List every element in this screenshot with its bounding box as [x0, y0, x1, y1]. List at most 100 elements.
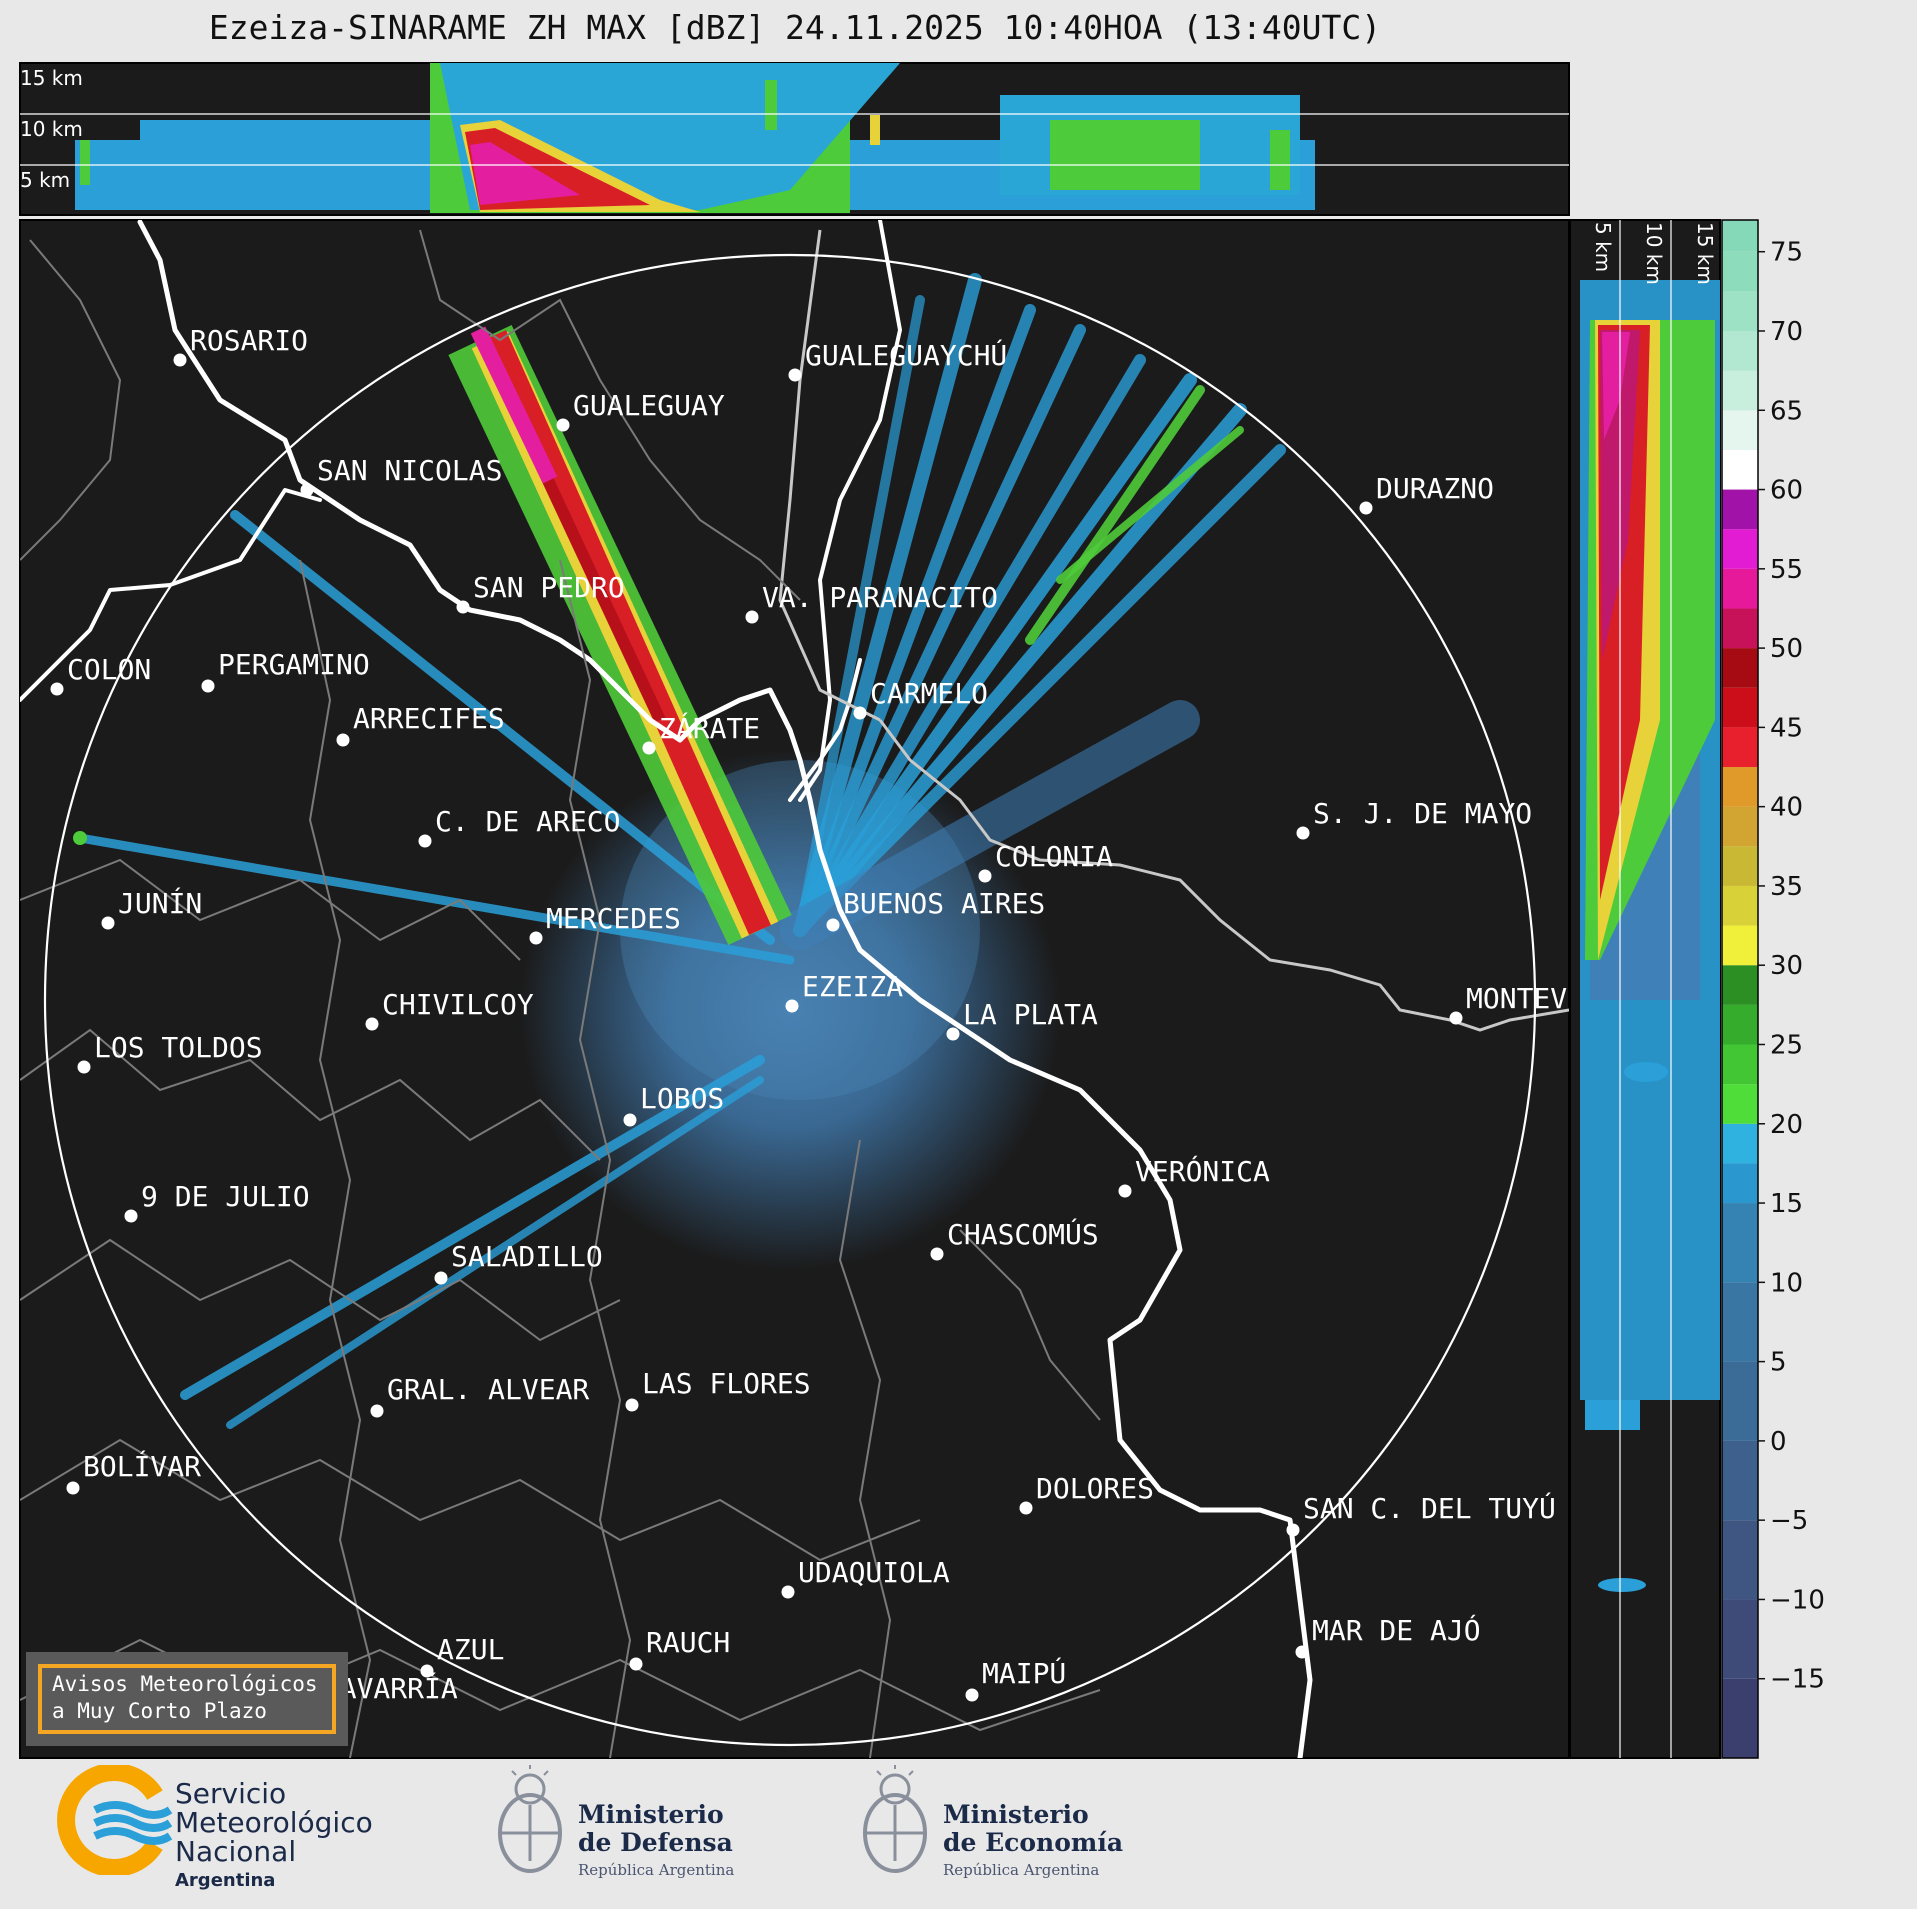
warnings-notice-frame: Avisos Meteorológicos a Muy Corto Plazo [38, 1664, 336, 1734]
city-junin: JUNÍN [101, 886, 202, 930]
city-rauch: RAUCH [629, 1626, 730, 1671]
colorbar-tick-label: −5 [1770, 1506, 1808, 1536]
smn-emblem-icon [57, 1763, 173, 1877]
colorbar-band [1722, 1361, 1758, 1441]
northwest-convective-band [448, 324, 792, 946]
west-echo-rays [73, 510, 795, 1429]
svg-text:SALADILLO: SALADILLO [451, 1240, 603, 1273]
city-dolores: DOLORES [1019, 1472, 1154, 1515]
colorbar-tick-label: 40 [1770, 793, 1803, 823]
colorbar-tick-label: −15 [1770, 1665, 1825, 1695]
svg-text:C. DE ARECO: C. DE ARECO [435, 805, 620, 838]
svg-text:GUALEGUAYCHÚ: GUALEGUAYCHÚ [805, 338, 1007, 372]
colorbar-band [1722, 449, 1758, 490]
colorbar-band [1722, 1440, 1758, 1521]
svg-text:VERÓNICA: VERÓNICA [1135, 1154, 1270, 1188]
colorbar-band [1722, 529, 1758, 569]
colorbar-tick-label: 20 [1770, 1110, 1803, 1140]
svg-text:VA. PARANACITO: VA. PARANACITO [762, 581, 998, 614]
colorbar-band [1722, 1004, 1758, 1045]
svg-text:S. J. DE MAYO: S. J. DE MAYO [1313, 797, 1532, 830]
city-rosario: ROSARIO [173, 324, 308, 367]
warnings-notice: Avisos Meteorológicos a Muy Corto Plazo [26, 1652, 348, 1746]
colorbar-band [1722, 1084, 1758, 1124]
city-pergamino: PERGAMINO [201, 648, 370, 693]
colorbar-band [1722, 687, 1758, 728]
svg-text:UDAQUIOLA: UDAQUIOLA [798, 1556, 950, 1589]
colorbar-band [1722, 291, 1758, 331]
colorbar-tick-label: 45 [1770, 713, 1803, 743]
city-san-nicolas: SAN NICOLAS [300, 454, 502, 497]
colorbar-tick-label: 60 [1770, 476, 1803, 506]
colorbar-band [1722, 568, 1758, 609]
smn-line-4: Argentina [175, 1870, 276, 1891]
colorbar-band [1722, 608, 1758, 649]
city-los-toldos: LOS TOLDOS [77, 1031, 263, 1074]
defensa-line-1: Ministerio [578, 1800, 724, 1829]
smn-line-2: Meteorológico [175, 1806, 373, 1839]
notice-line-2: a Muy Corto Plazo [52, 1699, 267, 1723]
svg-text:MAIPÚ: MAIPÚ [982, 1656, 1066, 1690]
smn-line-3: Nacional [175, 1835, 297, 1868]
city-ezeiza: EZEIZA [785, 970, 903, 1013]
coat-of-arms-icon [498, 1765, 562, 1873]
city-buenos-aires: BUENOS AIRES [826, 887, 1045, 932]
city-chascomus: CHASCOMÚS [930, 1217, 1099, 1261]
colorbar-band [1722, 1123, 1758, 1164]
svg-text:LOBOS: LOBOS [640, 1082, 724, 1115]
colorbar-band [1722, 1678, 1758, 1758]
defensa-line-3: República Argentina [578, 1861, 735, 1879]
svg-text:EZEIZA: EZEIZA [802, 970, 903, 1003]
svg-text:BOLÍVAR: BOLÍVAR [83, 1449, 201, 1483]
svg-text:DURAZNO: DURAZNO [1376, 472, 1494, 505]
colorbar-tick-label: 55 [1770, 555, 1803, 585]
colorbar-tick-label: 70 [1770, 317, 1803, 347]
colorbar-band [1722, 925, 1758, 966]
svg-text:AZUL: AZUL [437, 1633, 504, 1666]
colorbar-band [1722, 1282, 1758, 1362]
colorbar-tick-label: −10 [1770, 1585, 1825, 1615]
svg-text:RAUCH: RAUCH [646, 1626, 730, 1659]
colorbar-band [1722, 767, 1758, 807]
city-9-de-julio: 9 DE JULIO [124, 1180, 310, 1223]
colorbar-band [1722, 220, 1758, 252]
svg-text:CARMELO: CARMELO [870, 677, 988, 710]
colorbar-band [1722, 1203, 1758, 1283]
colorbar-tick-label: 25 [1770, 1030, 1803, 1060]
svg-text:JUNÍN: JUNÍN [118, 886, 202, 920]
svg-text:ZÁRATE: ZÁRATE [659, 711, 760, 745]
city-gualeguaychu: GUALEGUAYCHÚ [788, 338, 1007, 382]
colorbar-tick-label: 0 [1770, 1427, 1787, 1457]
city-arrecifes: ARRECIFES [336, 702, 505, 747]
colorbar-band [1722, 1044, 1758, 1085]
svg-text:SAN NICOLAS: SAN NICOLAS [317, 454, 502, 487]
svg-text:COLON: COLON [67, 653, 151, 686]
colorbar-band [1722, 410, 1758, 450]
top-height-profile: 15 km 10 km 5 km [19, 62, 1570, 216]
colorbar-band [1722, 885, 1758, 926]
economia-line-2: de Economía [943, 1828, 1124, 1857]
svg-text:LOS TOLDOS: LOS TOLDOS [94, 1031, 263, 1064]
colorbar-band [1722, 1520, 1758, 1600]
economia-wordmark: Ministerio de Economía República Argenti… [943, 1801, 1124, 1880]
defensa-logo: Ministerio de Defensa República Argentin… [490, 1765, 750, 1885]
colorbar-tick-label: 50 [1770, 634, 1803, 664]
city-colonia: COLONIA [978, 840, 1113, 883]
colorbar-tick-label: 5 [1770, 1348, 1787, 1378]
colorbar-band [1722, 370, 1758, 411]
svg-text:MAR DE AJÓ: MAR DE AJÓ [1312, 1613, 1481, 1647]
svg-text:LA PLATA: LA PLATA [963, 998, 1098, 1031]
city-saladillo: SALADILLO [434, 1240, 603, 1285]
side-alt-label-5: 5 km [1591, 222, 1615, 272]
side-height-profile: 5 km 10 km 15 km [1569, 219, 1721, 1759]
svg-text:CHASCOMÚS: CHASCOMÚS [947, 1217, 1099, 1251]
city-carmelo: CARMELO [853, 677, 988, 720]
side-alt-label-15: 15 km [1693, 222, 1717, 285]
colorbar-tick-label: 75 [1770, 238, 1803, 268]
city-va-paranacito: VA. PARANACITO [745, 581, 998, 624]
svg-text:BUENOS AIRES: BUENOS AIRES [843, 887, 1045, 920]
colorbar-band [1722, 251, 1758, 292]
colorbar-band [1722, 648, 1758, 688]
